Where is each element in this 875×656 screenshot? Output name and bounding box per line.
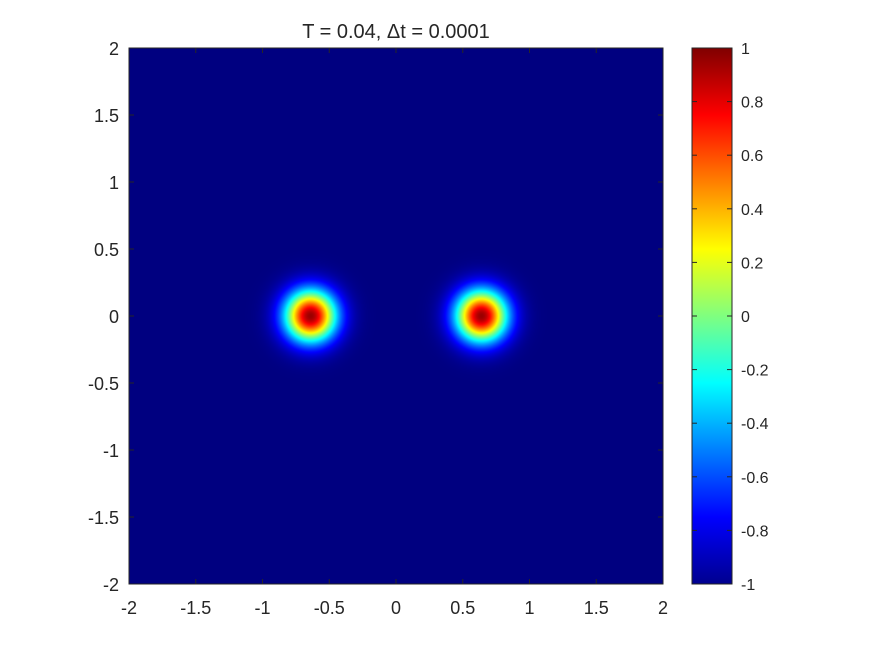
y-tick-label: -2 [103, 575, 119, 595]
x-tick-label: 1.5 [584, 598, 609, 618]
x-tick-label: -1.5 [180, 598, 211, 618]
colorbar-ticks: 1 0.8 0.6 0.4 0.2 0 -0.2 -0.4 -0.6 -0.8 -1 [692, 41, 769, 594]
colorbar-tick-label: 0.2 [741, 255, 763, 272]
y-tick-label: 0 [109, 307, 119, 327]
colorbar-tick-label: 0.4 [741, 202, 763, 219]
y-tick-label: 1 [109, 173, 119, 193]
y-tick-label: -1 [103, 441, 119, 461]
colorbar: 1 0.8 0.6 0.4 0.2 0 -0.2 -0.4 -0.6 -0.8 -1 [691, 41, 769, 594]
y-tick-label: 0.5 [94, 240, 119, 260]
plot-area: -2 -1.5 -1 -0.5 0 0.5 1 1.5 2 2 1.5 1 0.5 0 -0.5 -1 -1.… [88, 39, 668, 618]
x-tick-label: -2 [121, 598, 137, 618]
colorbar-tick-label: 0.6 [741, 148, 763, 165]
colorbar-tick-label: 0 [741, 309, 750, 326]
colorbar-tick-label: -0.6 [741, 470, 769, 487]
y-tick-label: -0.5 [88, 374, 119, 394]
y-axis: 2 1.5 1 0.5 0 -0.5 -1 -1.5 -2 [88, 39, 663, 595]
colorbar-tick-label: -0.8 [741, 523, 769, 540]
colorbar-tick-label: 0.8 [741, 95, 763, 112]
x-tick-label: -1 [254, 598, 270, 618]
chart-title: T = 0.04, Δt = 0.0001 [302, 21, 490, 43]
x-tick-label: -0.5 [314, 598, 345, 618]
x-axis: -2 -1.5 -1 -0.5 0 0.5 1 1.5 2 [121, 48, 668, 618]
y-tick-label: 1.5 [94, 106, 119, 126]
colorbar-tick-label: -0.4 [741, 416, 769, 433]
colorbar-tick-label: -0.2 [741, 363, 769, 380]
colorbar-tick-label: -1 [741, 577, 755, 594]
x-tick-label: 0 [391, 598, 401, 618]
y-tick-label: -1.5 [88, 508, 119, 528]
colorbar-gradient [692, 48, 732, 584]
colorbar-tick-label: 1 [741, 41, 750, 58]
x-tick-label: 0.5 [450, 598, 475, 618]
heatmap-image [129, 48, 663, 584]
x-tick-label: 2 [658, 598, 668, 618]
x-tick-label: 1 [524, 598, 534, 618]
y-tick-label: 2 [109, 39, 119, 59]
